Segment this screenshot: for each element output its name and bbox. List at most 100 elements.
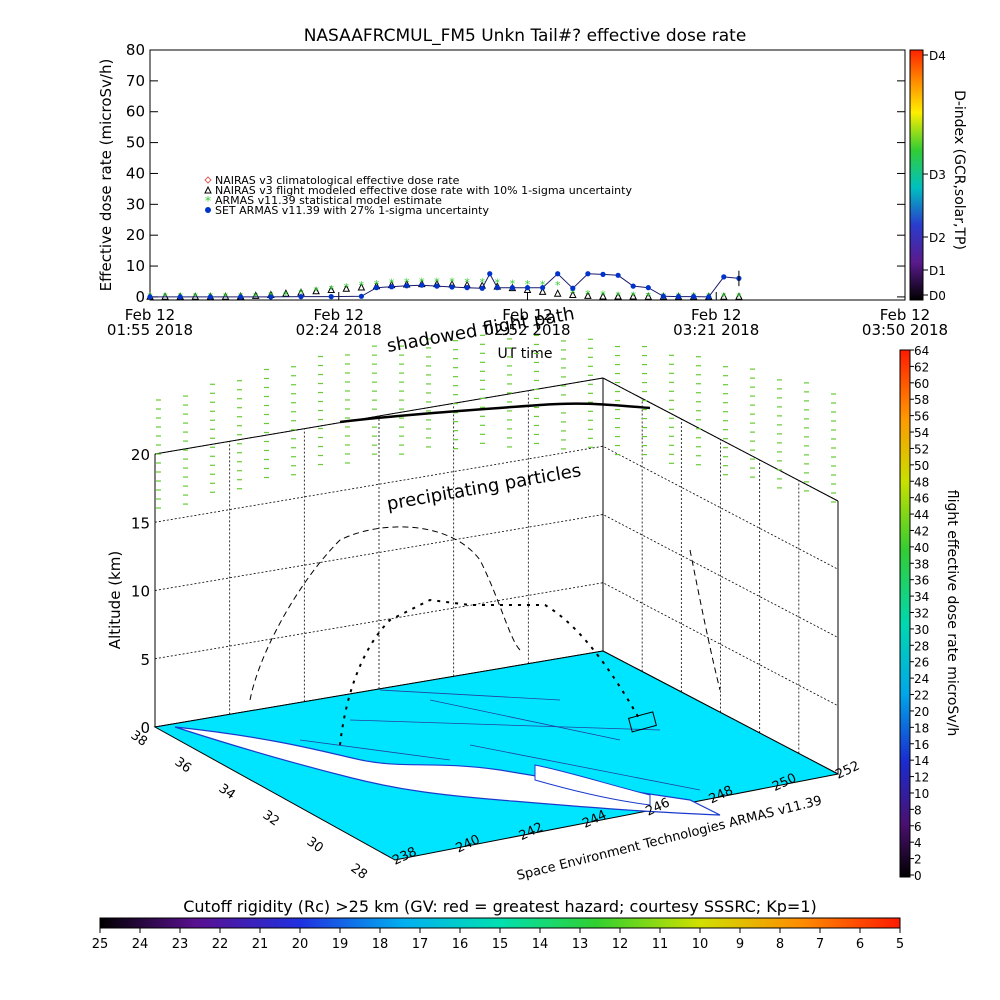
set-armas-point <box>509 285 515 291</box>
rc-tick-label: 13 <box>572 937 589 952</box>
set-armas-point <box>630 283 636 289</box>
set-armas-point <box>328 294 334 300</box>
legend-entry-label: SET ARMAS v11.39 with 27% 1-sigma uncert… <box>215 204 489 217</box>
nairas-modeled-point <box>221 292 230 300</box>
set-armas-point <box>691 294 697 300</box>
rc-tick-label: 5 <box>896 937 904 952</box>
nairas-modeled-point <box>251 291 260 299</box>
top-chart-title: NASAAFRCMUL_FM5 Unkn Tail#? effective do… <box>304 26 747 46</box>
set-armas-point <box>419 282 425 288</box>
dose-tick-label: 0 <box>914 869 922 883</box>
rc-tick-label: 15 <box>492 937 509 952</box>
altitude-tick-label: 10 <box>131 583 150 601</box>
armas-estimate-point: * <box>510 277 516 290</box>
armas-estimate-point: * <box>646 290 652 303</box>
armas-estimate-point: * <box>283 289 289 302</box>
armas-estimate-point: * <box>404 276 410 289</box>
set-armas-point <box>570 285 576 291</box>
set-armas-point <box>487 271 493 277</box>
armas-estimate-point: * <box>721 290 727 303</box>
legend-symbol-diamond <box>204 176 212 184</box>
dindex-tick-label: D0 <box>929 289 946 303</box>
rc-tick-label: 7 <box>816 937 824 952</box>
dose-colorbar-label: flight effective dose rate microSv/h <box>944 490 960 736</box>
dose-tick-label: 22 <box>914 689 929 703</box>
set-armas-point <box>389 284 395 290</box>
dindex-tick-label: D4 <box>929 49 946 63</box>
altitude-axis-label: Altitude (km) <box>106 551 124 649</box>
nairas-modeled-point <box>568 290 577 298</box>
dose-tick-label: 16 <box>914 738 929 752</box>
armas-estimate-point: * <box>630 290 636 303</box>
set-armas-point <box>615 272 621 278</box>
top-x-axis-label: UT time <box>498 346 553 362</box>
latitude-tick-label: 28 <box>348 861 370 883</box>
legend-symbol-star: * <box>205 194 211 208</box>
dose-tick-label: 60 <box>914 377 929 391</box>
cutoff-rigidity-colorbar <box>99 917 901 929</box>
box-edge <box>602 377 839 502</box>
nairas-modeled-point <box>357 282 366 291</box>
y-tick-label: 40 <box>126 164 145 182</box>
rc-tick-label: 22 <box>212 937 229 952</box>
dose-tick-label: 10 <box>914 787 929 801</box>
border-line <box>349 719 661 731</box>
dose-tick-label: 2 <box>914 853 922 867</box>
nairas-modeled-point <box>538 287 547 295</box>
dose-tick-label: 62 <box>914 360 929 374</box>
z-gridline <box>154 445 839 570</box>
dose-tick-label: 24 <box>914 672 929 686</box>
x-tick-label-date: Feb 12 <box>314 306 364 324</box>
rc-tick-label: 20 <box>292 937 309 952</box>
dose-tick-label: 48 <box>914 475 929 489</box>
nairas-modeled-point <box>719 292 728 300</box>
legend-entry-label: NAIRAS v3 flight modeled effective dose … <box>215 184 632 197</box>
x-tick-label-time: 02:52 2018 <box>484 321 570 339</box>
nairas-modeled-point <box>553 289 562 297</box>
nairas-modeled-point <box>599 291 607 300</box>
dindex-colorbar-ticks: D0 D1 D2 D3 D4 <box>923 49 946 303</box>
rc-tick-label: 18 <box>372 937 389 952</box>
rc-tick-label: 16 <box>452 937 469 952</box>
nairas-modeled-point <box>161 292 169 300</box>
armas-estimate-point: * <box>600 288 606 301</box>
map-ocean-land-surface <box>153 650 840 861</box>
armas-estimate-point: * <box>449 275 455 288</box>
dose-tick-label: 26 <box>914 656 929 670</box>
rc-tick-label: 9 <box>736 937 744 952</box>
set-armas-point <box>268 294 274 300</box>
border-line <box>429 699 621 741</box>
nairas-modeled-point <box>282 289 290 297</box>
target-region-box <box>627 711 657 733</box>
dose-tick-label: 42 <box>914 524 929 538</box>
x-tick-label-time: 03:50 2018 <box>862 321 948 339</box>
nairas-modeled-point <box>342 284 351 292</box>
set-armas-point <box>238 294 244 300</box>
armas-estimate-point: * <box>374 278 380 291</box>
armas-estimate-point: * <box>313 285 319 298</box>
nairas-modeled-point <box>312 286 320 295</box>
island-shape <box>534 764 651 806</box>
x-tick-label-time: 03:21 2018 <box>673 321 759 339</box>
dose-tick-label: 8 <box>914 803 922 817</box>
legend-symbol-circle <box>205 207 211 213</box>
set-armas-point <box>675 294 682 300</box>
latitude-tick-label: 36 <box>172 755 194 777</box>
border-line <box>379 689 561 701</box>
latitude-tick-label: 32 <box>260 808 282 830</box>
nairas-modeled-point <box>644 292 653 300</box>
set-armas-point <box>147 294 153 300</box>
armas-estimate-point: * <box>736 290 742 303</box>
series-line <box>150 272 739 298</box>
nairas-modeled-point <box>614 291 622 300</box>
dindex-colorbar <box>909 49 924 301</box>
set-armas-point <box>404 283 410 289</box>
armas-estimate-point: * <box>344 281 350 294</box>
dose-tick-label: 34 <box>914 590 929 604</box>
armas-estimate-point: * <box>525 278 531 291</box>
x-tick-label-date: Feb 12 <box>880 306 930 324</box>
armas-estimate-point: * <box>389 277 395 290</box>
dose-tick-label: 52 <box>914 442 929 456</box>
flight-trajectory <box>249 402 721 746</box>
